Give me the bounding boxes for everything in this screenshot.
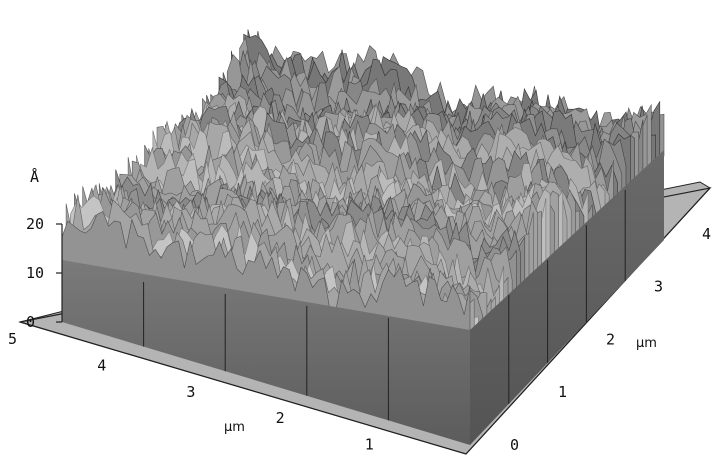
z-axis: 0 10 20 xyxy=(26,215,63,331)
x-tick-label: 3 xyxy=(186,383,195,401)
height-surface xyxy=(61,29,665,337)
x-tick-label: 5 xyxy=(8,330,17,348)
z-axis-unit-label: Å xyxy=(30,167,39,186)
surface-walls xyxy=(62,150,664,445)
front-left-wall xyxy=(62,260,470,445)
z-tick-label: 10 xyxy=(26,264,44,282)
z-tick-label: 20 xyxy=(26,215,44,233)
x-tick-label: 4 xyxy=(97,356,106,374)
x-axis: 012345 xyxy=(8,330,374,454)
x-tick-label: 1 xyxy=(365,436,374,454)
surface-ridge xyxy=(61,210,471,337)
y-tick-label: 0 xyxy=(510,436,519,454)
front-right-wall xyxy=(470,150,664,445)
x-axis-unit-label: µm xyxy=(224,420,245,435)
x-tick-label: 2 xyxy=(276,409,285,427)
y-tick-label: 3 xyxy=(654,278,663,296)
y-tick-label: 1 xyxy=(558,383,567,401)
z-tick-label: 0 xyxy=(26,313,35,331)
y-axis-unit-label: µm xyxy=(636,336,657,351)
y-axis: 012345 xyxy=(510,225,711,454)
y-tick-label: 4 xyxy=(702,225,711,243)
y-tick-label: 2 xyxy=(606,330,615,348)
